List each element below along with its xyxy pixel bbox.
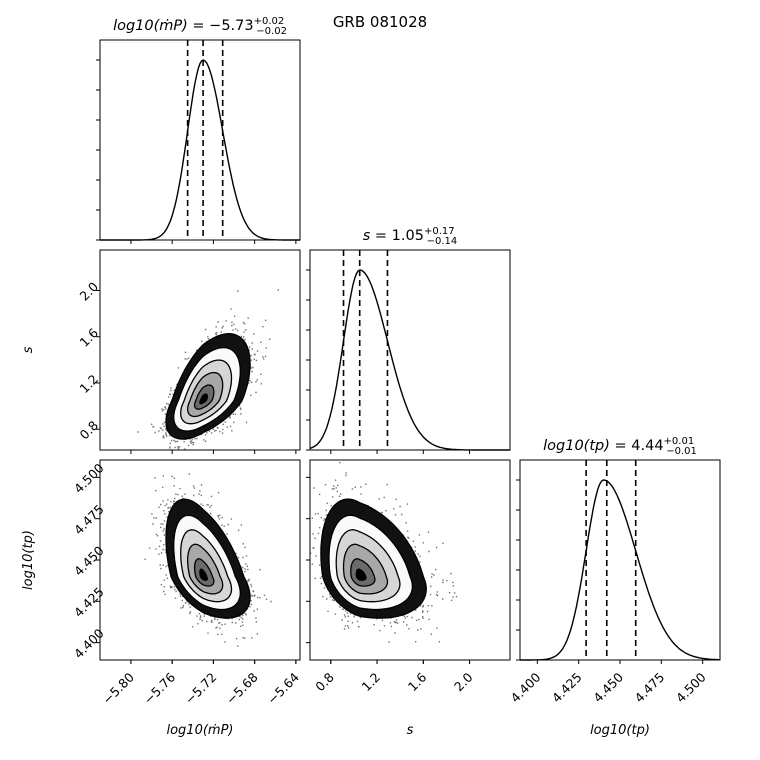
density-frame [99,249,301,451]
x-tick-label: 1.2 [359,670,384,695]
panel-title-mdot: log10(ṁP) = −5.73+0.02 −0.02 [113,16,287,37]
y-axis-s: 0.8 1.2 1.6 2.0 s [21,279,101,442]
histogram-curve [309,269,510,451]
y-axis-tp: 4.400 4.425 4.450 4.475 4.500 log10(tp) [21,460,107,661]
density-cloud [137,289,279,450]
x-axis-s: 0.8 1.2 1.6 2.0 s [312,660,476,738]
panel-title-tp: log10(tp) = 4.44+0.01 −0.01 [543,436,697,457]
x-axis-label-s: s [407,723,414,738]
x-tick-label: −5.76 [141,669,179,707]
histogram-curve [100,59,300,241]
x-tick-label: −5.64 [264,669,302,707]
x-tick-label: 1.6 [405,669,430,694]
density-panel-mdot-s [96,249,301,454]
x-axis-mdot: −5.80 −5.76 −5.72 −5.68 −5.64 log10(ṁP) [99,660,302,738]
density-panel-s-tp [306,459,511,664]
marginal-frame [309,249,511,451]
x-tick-label: 4.475 [632,670,668,706]
y-tick-label: 2.0 [76,279,101,304]
y-axis-label-s: s [21,346,36,353]
x-tick-label: 4.450 [590,669,626,705]
y-tick-label: 4.475 [71,502,107,538]
density-panel-mdot-tp [96,459,301,664]
x-tick-label: 4.400 [508,669,544,705]
figure-title: GRB 081028 [333,13,427,31]
x-tick-label: 0.8 [312,669,337,694]
density-cloud [144,473,272,647]
x-axis-tp: 4.400 4.425 4.450 4.475 4.500 log10(tp) [508,660,709,738]
y-axis-label-tp: log10(tp) [21,530,36,590]
x-tick-label: −5.72 [182,670,220,708]
y-tick-label: 4.450 [71,543,107,579]
marginal-frame [519,459,721,661]
x-tick-label: −5.80 [99,669,137,707]
x-tick-label: −5.68 [223,669,261,707]
contour-core [199,393,208,405]
y-tick-label: 4.500 [71,460,107,496]
marginal-panel-s [306,249,511,454]
panel-title-s: s = 1.05+0.17 −0.14 [363,226,458,247]
density-cloud [310,462,458,643]
contour-core [199,568,208,581]
histogram-curve [520,479,720,661]
marginal-frame [99,39,301,241]
marginal-panel-mdot [96,39,301,244]
x-axis-label-tp: log10(tp) [590,723,650,738]
x-tick-label: 2.0 [451,669,476,694]
x-tick-label: 4.500 [673,669,709,705]
x-axis-label-mdot: log10(ṁP) [166,723,233,738]
y-tick-label: 1.2 [76,371,101,396]
y-tick-label: 4.425 [71,584,107,620]
contour-core [355,568,367,581]
marginal-panel-tp [516,459,721,661]
y-tick-label: 4.400 [71,625,107,661]
y-tick-label: 0.8 [76,418,101,443]
y-tick-label: 1.6 [76,325,101,350]
x-tick-label: 4.425 [549,670,585,706]
